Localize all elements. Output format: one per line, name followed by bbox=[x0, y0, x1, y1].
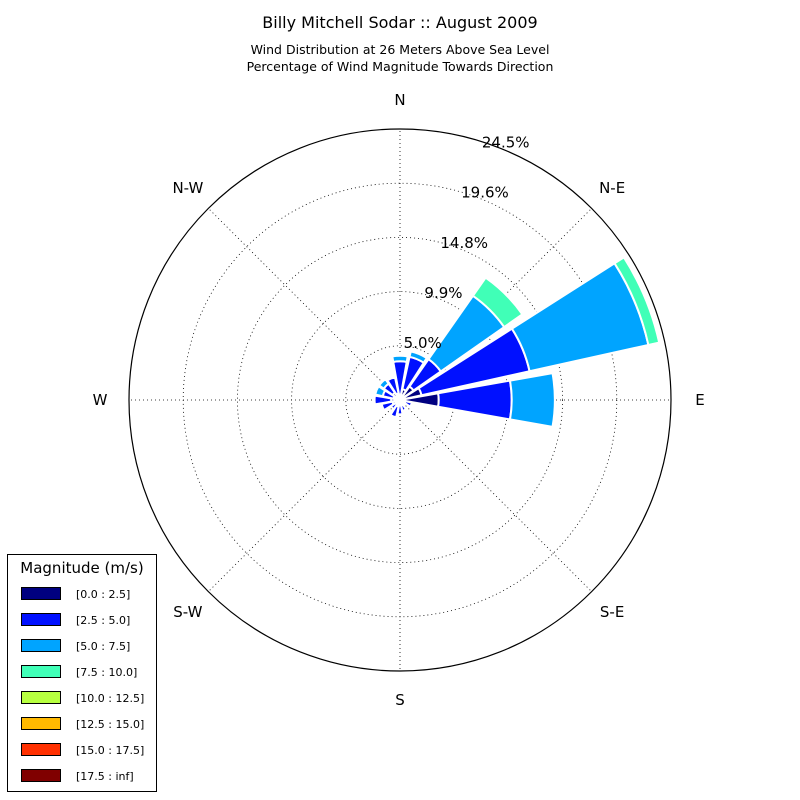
legend-swatch bbox=[21, 769, 61, 782]
legend-title: Magnitude (m/s) bbox=[20, 559, 144, 577]
legend-swatch bbox=[21, 587, 61, 600]
radial-tick-label: 9.9% bbox=[424, 284, 462, 302]
radial-tick-label: 24.5% bbox=[482, 134, 530, 152]
legend-label: [12.5 : 15.0] bbox=[76, 718, 145, 731]
rose-bar-segment bbox=[373, 384, 387, 398]
direction-label: E bbox=[695, 391, 704, 409]
legend-label: [15.0 : 17.5] bbox=[76, 744, 145, 757]
rose-bar-segment bbox=[471, 276, 524, 329]
direction-label: N-E bbox=[599, 179, 625, 197]
legend-label: [17.5 : inf] bbox=[76, 770, 134, 783]
radial-tick-label: 14.8% bbox=[440, 234, 488, 252]
legend-label: [7.5 : 10.0] bbox=[76, 666, 138, 679]
radial-tick-label: 5.0% bbox=[404, 334, 442, 352]
grid-ring bbox=[128, 128, 672, 672]
rose-bar-segment bbox=[403, 400, 414, 408]
direction-label: W bbox=[93, 391, 108, 409]
axis-labels: N N-E E S-E S S-W W N-W 5.0% 9.9% 14.8% 19.6% 24.5% bbox=[93, 91, 705, 709]
legend-swatch bbox=[21, 613, 61, 626]
grid-spoke bbox=[208, 208, 401, 401]
direction-label: N bbox=[394, 91, 405, 109]
legend-swatch bbox=[21, 743, 61, 756]
radial-tick-label: 19.6% bbox=[461, 184, 509, 202]
legend-label: [10.0 : 12.5] bbox=[76, 692, 145, 705]
rose-bar-segment bbox=[508, 371, 556, 429]
grid-spoke bbox=[399, 399, 592, 592]
rose-bar-segment bbox=[391, 354, 409, 364]
direction-label: S bbox=[395, 691, 405, 709]
legend-label: [2.5 : 5.0] bbox=[76, 614, 131, 627]
chart-subtitle-line-1: Wind Distribution at 26 Meters Above Sea… bbox=[251, 42, 550, 57]
chart-title: Billy Mitchell Sodar :: August 2009 bbox=[262, 13, 537, 32]
direction-label: N-W bbox=[172, 179, 203, 197]
direction-label: S-E bbox=[600, 603, 624, 621]
legend-label: [0.0 : 2.5] bbox=[76, 588, 131, 601]
legend-swatch bbox=[21, 717, 61, 730]
legend-swatch bbox=[21, 665, 61, 678]
rose-bar-segment bbox=[408, 350, 429, 365]
chart-subtitle-line-2: Percentage of Wind Magnitude Towards Dir… bbox=[247, 59, 554, 74]
grid-ring bbox=[236, 236, 564, 564]
direction-label: S-W bbox=[173, 603, 202, 621]
legend-label: [5.0 : 7.5] bbox=[76, 640, 131, 653]
rose-bar-segment bbox=[386, 376, 400, 396]
legend-swatch bbox=[21, 691, 61, 704]
rose-bars bbox=[373, 255, 661, 429]
rose-bar-segment bbox=[377, 377, 390, 390]
rose-bar-segment bbox=[389, 404, 400, 419]
grid-spoke bbox=[208, 399, 401, 592]
rose-bar-segment bbox=[613, 255, 661, 347]
legend: Magnitude (m/s) [0.0 : 2.5] [2.5 : 5.0] [5… bbox=[7, 554, 157, 792]
legend-swatch bbox=[21, 639, 61, 652]
